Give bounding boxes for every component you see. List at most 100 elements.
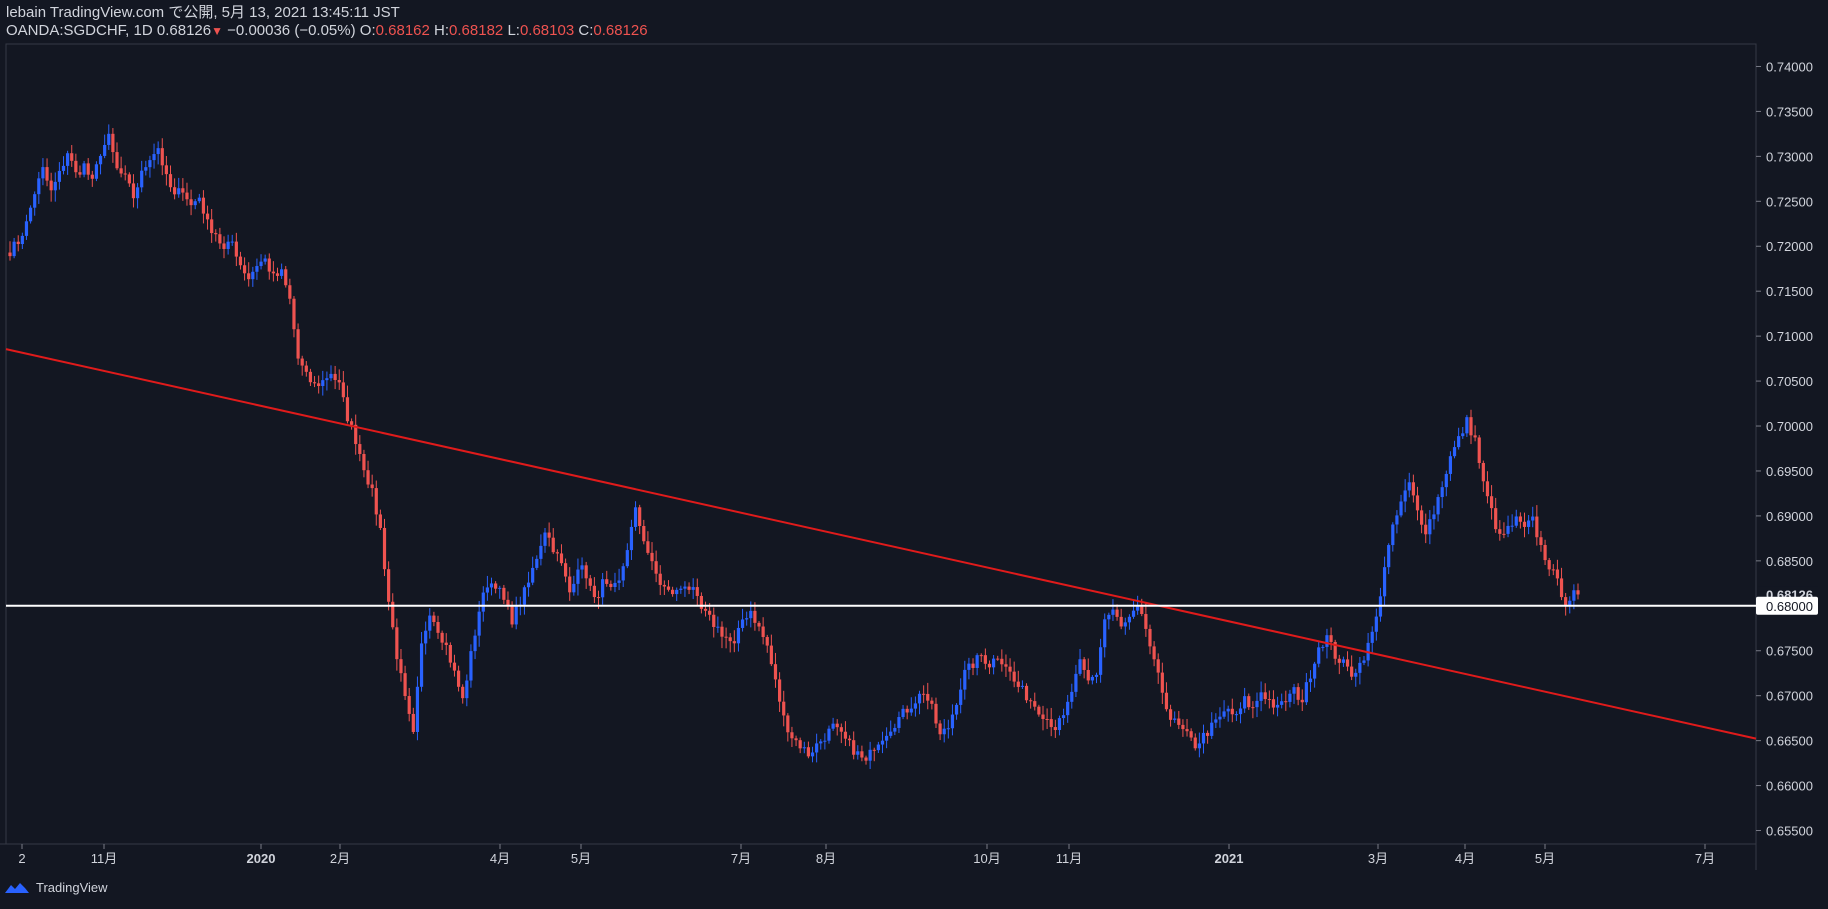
candle-body bbox=[259, 261, 263, 267]
candle-body bbox=[1029, 700, 1033, 702]
candle-body bbox=[247, 273, 251, 280]
candle-body bbox=[197, 197, 201, 202]
candle-body bbox=[107, 133, 111, 145]
price-change: −0.00036 (−0.05%) bbox=[227, 22, 356, 39]
candle-body bbox=[1045, 718, 1049, 720]
price-axis[interactable]: 0.74000 0.73500 0.73000 0.72500 0.72000 0.715… bbox=[1756, 59, 1818, 839]
candle-body bbox=[897, 717, 901, 728]
time-tick-label: 10月 bbox=[973, 851, 1000, 866]
high-value: 0.68182 bbox=[449, 22, 504, 39]
candle-body bbox=[345, 397, 350, 422]
candle-body bbox=[1452, 447, 1457, 457]
candle-body bbox=[699, 595, 704, 609]
candle-body bbox=[456, 670, 461, 687]
candle-body bbox=[1564, 597, 1568, 606]
candle-body bbox=[740, 619, 745, 628]
candle-body bbox=[103, 144, 107, 156]
close-value: 0.68126 bbox=[593, 22, 648, 39]
candle-body bbox=[1107, 614, 1111, 620]
candle-body bbox=[1111, 609, 1115, 615]
candle-body bbox=[1082, 659, 1086, 670]
candle-body bbox=[1193, 737, 1197, 749]
candle-body bbox=[469, 651, 473, 681]
candle-body bbox=[115, 152, 119, 169]
candle-body bbox=[296, 329, 300, 359]
open-value: 0.68162 bbox=[375, 22, 430, 39]
candle-body bbox=[790, 732, 794, 739]
low-label: L: bbox=[507, 22, 520, 39]
candle-body bbox=[358, 444, 362, 454]
candle-body bbox=[1168, 709, 1173, 720]
candle-body bbox=[1238, 708, 1243, 715]
candle-body bbox=[1074, 673, 1078, 692]
candle-body bbox=[1415, 495, 1420, 511]
candle-body bbox=[839, 727, 843, 732]
candle-body bbox=[1247, 696, 1251, 708]
candle-body bbox=[494, 583, 498, 589]
candle-body bbox=[662, 584, 666, 587]
candle-body bbox=[304, 365, 308, 372]
candle-body bbox=[831, 723, 835, 729]
candle-body bbox=[284, 269, 288, 286]
candle-body bbox=[934, 703, 938, 724]
symbol-label: OANDA:SGDCHF, 1D bbox=[6, 22, 153, 39]
candle-body bbox=[1329, 635, 1333, 642]
candle-body bbox=[987, 663, 992, 668]
candle-body bbox=[1539, 537, 1543, 546]
price-tick-label: 0.71500 bbox=[1766, 284, 1813, 299]
candle-body bbox=[407, 696, 411, 714]
price-tick-label: 0.68500 bbox=[1766, 554, 1813, 569]
candle-body bbox=[1259, 692, 1263, 701]
candle-body bbox=[1387, 545, 1391, 568]
time-tick-label: 8月 bbox=[816, 851, 836, 866]
time-tick-label: 11月 bbox=[1056, 851, 1083, 866]
candle-body bbox=[131, 183, 136, 199]
candle-body bbox=[119, 168, 123, 174]
candle-body bbox=[74, 160, 78, 173]
candle-body bbox=[1448, 456, 1453, 474]
candle-body bbox=[777, 679, 782, 702]
candle-body bbox=[666, 586, 671, 590]
footer-brand-text: TradingView bbox=[36, 880, 108, 895]
candle-body bbox=[1494, 508, 1498, 530]
candle-body bbox=[679, 588, 683, 590]
price-tick-label: 0.65500 bbox=[1766, 824, 1813, 839]
candle-body bbox=[1222, 711, 1226, 717]
candle-body bbox=[140, 170, 144, 188]
candle-body bbox=[847, 738, 852, 741]
candle-body bbox=[782, 701, 786, 716]
candle-body bbox=[769, 645, 773, 665]
candle-body bbox=[1271, 699, 1276, 708]
candle-body bbox=[1267, 699, 1271, 701]
candle-body bbox=[181, 188, 185, 193]
candle-body bbox=[362, 453, 366, 471]
candle-body bbox=[819, 741, 823, 744]
candle-body bbox=[1016, 681, 1020, 687]
price-tick-label: 0.69000 bbox=[1766, 509, 1813, 524]
candle-body bbox=[403, 673, 407, 697]
price-tick-label: 0.66000 bbox=[1766, 779, 1813, 794]
candle-body bbox=[201, 197, 206, 214]
time-axis[interactable]: 2 11月 2020 2月 4月 5月 7月 8月 10月 11月 2021 3月 4月 5月 7月 bbox=[18, 844, 1715, 866]
candle-body bbox=[1119, 616, 1123, 627]
candle-body bbox=[1358, 662, 1362, 673]
trend-line[interactable] bbox=[5, 348, 1757, 740]
candle-body bbox=[1181, 724, 1185, 730]
candle-body bbox=[1374, 616, 1378, 632]
candle-body bbox=[1008, 666, 1012, 672]
candle-body bbox=[415, 686, 420, 732]
candle-body bbox=[1535, 516, 1539, 538]
candle-body bbox=[761, 626, 765, 638]
candle-body bbox=[971, 663, 975, 668]
candle-body bbox=[687, 586, 691, 590]
candle-body bbox=[1395, 515, 1399, 525]
candle-body bbox=[428, 615, 432, 631]
candle-body bbox=[967, 663, 971, 670]
candle-body bbox=[539, 545, 543, 559]
candle-body bbox=[1514, 516, 1518, 526]
candle-body bbox=[205, 213, 210, 220]
candle-body bbox=[856, 751, 860, 755]
candle-body bbox=[1506, 525, 1510, 534]
candle-body bbox=[868, 749, 872, 761]
